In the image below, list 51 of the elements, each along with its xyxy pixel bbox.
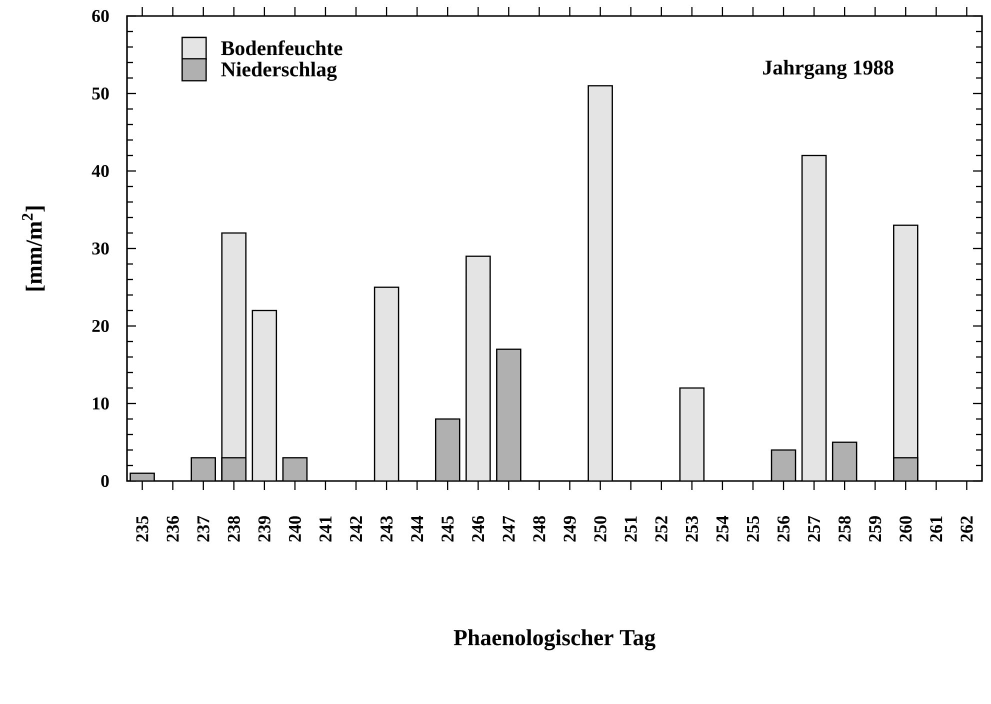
x-tick-label: 257 <box>808 516 820 542</box>
x-tick-label: 249 <box>564 516 576 542</box>
x-tick-label: 253 <box>686 516 698 542</box>
x-tick-label: 247 <box>502 516 515 542</box>
bar <box>801 154 827 481</box>
bar <box>496 348 522 481</box>
bar <box>252 310 278 481</box>
x-tick-label: 236 <box>166 516 179 542</box>
legend-label: Niederschlag <box>221 62 337 81</box>
bar <box>588 85 613 481</box>
y-axis-title: [mm/m$^{2}$] <box>22 206 45 290</box>
x-tick-label: 250 <box>594 516 606 542</box>
x-tick-label: 258 <box>838 516 851 542</box>
x-axis-title: Phaenologischer Tag <box>454 629 656 650</box>
x-tick-label: 259 <box>869 516 882 542</box>
y-tick-label: 30 <box>92 242 109 255</box>
x-tick-label: 248 <box>533 516 546 542</box>
bar <box>679 387 705 481</box>
y-tick-label: 10 <box>92 397 109 410</box>
bar <box>466 256 491 481</box>
x-tick-label: 241 <box>320 516 332 542</box>
x-tick-label: 254 <box>716 516 728 542</box>
x-tick-label: 262 <box>960 516 973 542</box>
x-tick-label: 239 <box>258 516 270 542</box>
legend-label: Bodenfeuchte <box>221 40 342 56</box>
y-tick-label: 60 <box>92 10 109 22</box>
x-tick-label: 260 <box>900 516 912 542</box>
x-tick-label: 238 <box>228 516 240 542</box>
bar <box>770 449 796 481</box>
x-tick-label: 255 <box>746 516 760 542</box>
y-tick-label: 0 <box>101 474 109 488</box>
bar <box>282 457 308 481</box>
bar <box>832 442 858 481</box>
bar <box>434 418 460 481</box>
x-tick-label: 243 <box>380 516 393 542</box>
x-tick-label: 256 <box>778 516 790 542</box>
x-tick-label: 237 <box>197 516 210 542</box>
bar <box>374 286 400 481</box>
x-tick-label: 252 <box>655 516 668 542</box>
x-tick-label: 261 <box>930 516 942 542</box>
x-tick-label: 245 <box>442 516 454 542</box>
y-tick-label: 20 <box>92 320 109 332</box>
x-tick-label: 235 <box>136 516 148 542</box>
x-tick-label: 240 <box>288 516 301 542</box>
annotation: Jahrgang 1988 <box>763 60 894 80</box>
x-tick-label: 251 <box>624 516 637 542</box>
x-tick-label: 242 <box>350 516 362 542</box>
y-tick-label: 40 <box>92 164 109 178</box>
x-tick-label: 246 <box>472 516 484 542</box>
x-tick-label: 244 <box>411 516 424 542</box>
y-tick-label: 50 <box>92 87 109 100</box>
